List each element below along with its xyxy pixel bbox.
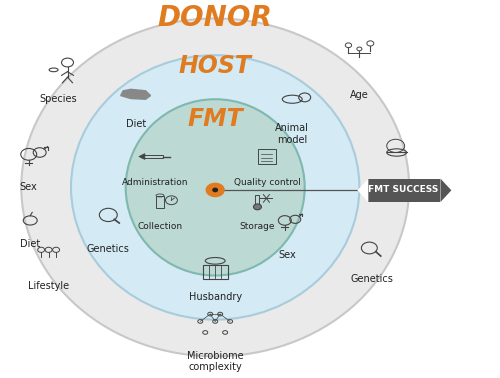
Text: Genetics: Genetics [87,244,130,254]
Text: Antibiotics: Antibiotics [368,182,420,192]
Text: Genetics: Genetics [350,274,394,284]
Text: HOST: HOST [178,54,252,78]
Text: Sex: Sex [20,182,38,192]
Polygon shape [120,89,150,99]
Polygon shape [358,178,368,202]
Text: Diet: Diet [20,239,40,249]
Text: Storage: Storage [240,222,275,231]
Circle shape [206,183,224,197]
Text: FMT SUCCESS: FMT SUCCESS [368,186,438,194]
Text: FMT: FMT [188,107,243,132]
Ellipse shape [126,99,304,276]
Text: Age: Age [350,90,369,100]
Text: Microbiome
complexity: Microbiome complexity [187,351,244,372]
Bar [156,196,164,208]
Text: DONOR: DONOR [158,5,272,33]
Text: Animal
model: Animal model [276,123,309,145]
Text: Species: Species [40,94,78,104]
Bar [368,178,440,202]
Text: Collection: Collection [138,222,183,231]
Text: Quality control: Quality control [234,178,301,187]
Circle shape [254,204,262,210]
Bar [143,155,163,158]
Ellipse shape [22,19,409,356]
Polygon shape [440,178,452,202]
Text: Husbandry: Husbandry [188,292,242,302]
Bar [203,265,228,279]
Text: Lifestyle: Lifestyle [28,281,69,291]
Ellipse shape [71,55,360,320]
Text: Sex: Sex [278,250,296,260]
Circle shape [213,188,218,192]
Text: Diet: Diet [126,119,146,129]
Bar [256,195,260,206]
Bar [258,149,276,164]
Text: Administration: Administration [122,178,189,187]
